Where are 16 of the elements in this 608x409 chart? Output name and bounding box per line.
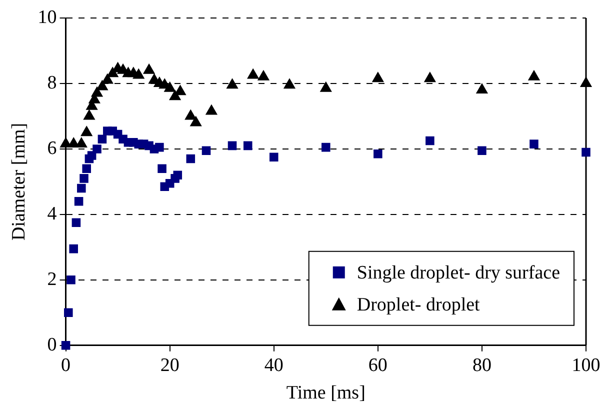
x-tick-label: 60 — [368, 354, 388, 376]
x-tick-label: 20 — [160, 354, 180, 376]
y-tick-label: 4 — [47, 203, 58, 224]
x-tick-label: 100 — [572, 354, 600, 376]
legend-label: Single droplet- dry surface — [356, 262, 560, 284]
x-tick-label: 40 — [264, 354, 284, 376]
y-axis-title: Diameter [mm] — [8, 122, 30, 241]
y-tick-label: 6 — [47, 138, 57, 159]
x-axis-title: Time [ms] — [286, 382, 366, 404]
legend-label: Droplet- droplet — [356, 294, 481, 316]
x-tick-label: 80 — [472, 354, 492, 376]
y-tick-label: 8 — [47, 72, 57, 94]
y-tick-label: 0 — [47, 334, 57, 356]
x-tick-label: 0 — [61, 354, 71, 376]
y-tick-label: 10 — [38, 6, 57, 28]
y-tick-label: 2 — [47, 268, 57, 290]
